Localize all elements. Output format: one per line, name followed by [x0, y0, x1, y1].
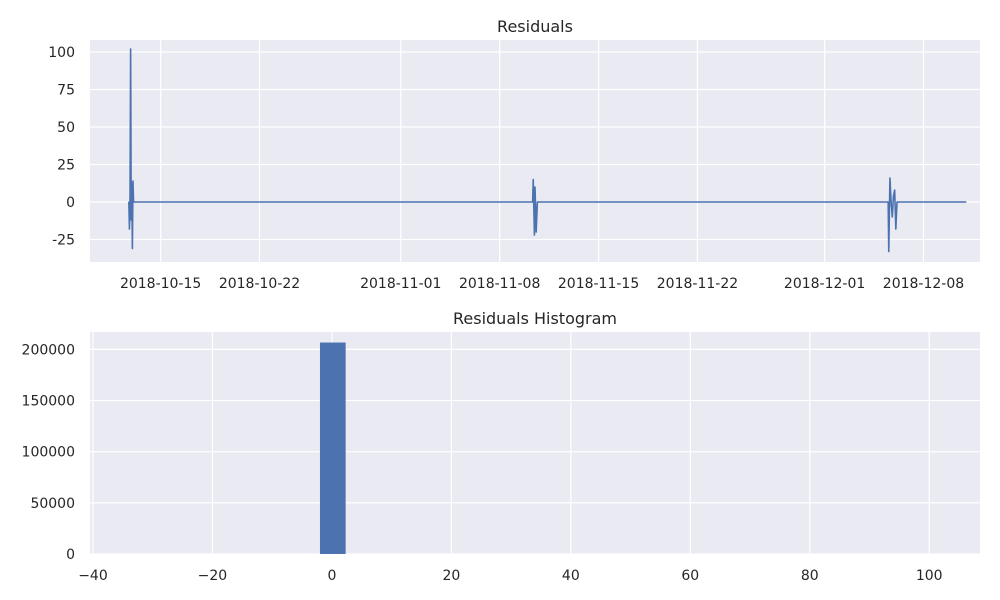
- residuals-data-point: [536, 201, 538, 203]
- residuals-data-point: [889, 177, 891, 179]
- histogram-x-tick-label: −20: [198, 568, 228, 584]
- residuals-data-point: [132, 180, 134, 182]
- residuals-x-tick-label: 2018-12-08: [883, 276, 964, 292]
- histogram-title: Residuals Histogram: [453, 309, 617, 328]
- histogram-y-tick-label: 100000: [22, 445, 75, 461]
- residuals-y-tick-labels: -25 0 25 50 75 100: [48, 45, 75, 249]
- residuals-data-point: [129, 201, 131, 203]
- residuals-x-tick-label: 2018-11-08: [459, 276, 540, 292]
- residuals-y-tick-label: -25: [52, 233, 75, 249]
- residuals-y-tick-label: 100: [48, 45, 75, 61]
- residuals-data-point: [132, 201, 135, 203]
- residuals-data-point: [532, 201, 534, 203]
- residuals-title: Residuals: [497, 17, 573, 36]
- histogram-y-tick-label: 50000: [30, 496, 75, 512]
- residuals-x-tick-label: 2018-11-15: [558, 276, 639, 292]
- residuals-data-point: [887, 201, 889, 203]
- histogram-chart: −40 −20 0 20 40 60 80 100 0 50000 100000 150000 200…: [22, 309, 980, 584]
- histogram-x-tick-label: 100: [916, 568, 943, 584]
- histogram-bar: [319, 342, 346, 554]
- histogram-y-tick-label: 150000: [22, 394, 75, 410]
- residuals-series: [128, 48, 967, 253]
- histogram-x-tick-label: 80: [801, 568, 819, 584]
- residuals-data-point: [134, 201, 136, 203]
- residuals-data-point: [896, 201, 898, 203]
- histogram-x-tick-label: 60: [681, 568, 699, 584]
- residuals-data-point: [892, 195, 895, 197]
- residuals-data-point: [130, 219, 132, 221]
- residuals-data-point: [130, 48, 132, 50]
- histogram-grid: [90, 332, 980, 555]
- residuals-x-tick-label: 2018-10-22: [219, 276, 300, 292]
- residuals-x-tick-labels: 2018-10-15 2018-10-22 2018-11-01 2018-11-08…: [120, 276, 964, 292]
- residuals-data-point: [894, 189, 896, 191]
- residuals-x-tick-label: 2018-11-22: [657, 276, 738, 292]
- residuals-data-point: [890, 201, 892, 203]
- residuals-y-tick-label: 50: [57, 120, 75, 136]
- residuals-data-point: [537, 201, 540, 203]
- residuals-data-point: [888, 250, 890, 253]
- histogram-x-tick-label: 20: [442, 568, 460, 584]
- residuals-y-tick-label: 25: [57, 158, 75, 174]
- residuals-data-point: [128, 201, 130, 203]
- residuals-x-tick-label: 2018-11-01: [360, 276, 441, 292]
- residuals-y-tick-label: 0: [66, 195, 75, 211]
- residuals-data-point: [131, 181, 133, 184]
- histogram-y-tick-labels: 0 50000 100000 150000 200000: [22, 342, 75, 563]
- histogram-plot-area: [90, 332, 980, 554]
- residuals-data-point: [532, 178, 534, 181]
- residuals-data-point: [891, 216, 893, 218]
- histogram-bars: [319, 342, 346, 554]
- residuals-x-tick-label: 2018-12-01: [784, 276, 865, 292]
- histogram-x-tick-label: 0: [327, 568, 336, 584]
- residuals-data-point: [131, 247, 133, 250]
- residuals-data-point: [128, 228, 131, 230]
- residuals-data-point: [534, 186, 536, 188]
- residuals-data-point: [533, 234, 536, 236]
- residuals-x-tick-label: 2018-10-15: [120, 276, 201, 292]
- histogram-x-tick-label: 40: [562, 568, 580, 584]
- histogram-x-tick-labels: −40 −20 0 20 40 60 80 100: [78, 568, 942, 584]
- residuals-data-point: [895, 228, 897, 230]
- histogram-x-tick-label: −40: [78, 568, 108, 584]
- residuals-data-point: [965, 201, 967, 203]
- histogram-y-tick-label: 0: [66, 547, 75, 563]
- residuals-data-point: [535, 231, 537, 233]
- residuals-chart: 2018-10-15 2018-10-22 2018-11-01 2018-11-08…: [48, 17, 980, 292]
- residuals-y-tick-label: 75: [57, 83, 75, 99]
- histogram-y-tick-label: 200000: [22, 342, 75, 358]
